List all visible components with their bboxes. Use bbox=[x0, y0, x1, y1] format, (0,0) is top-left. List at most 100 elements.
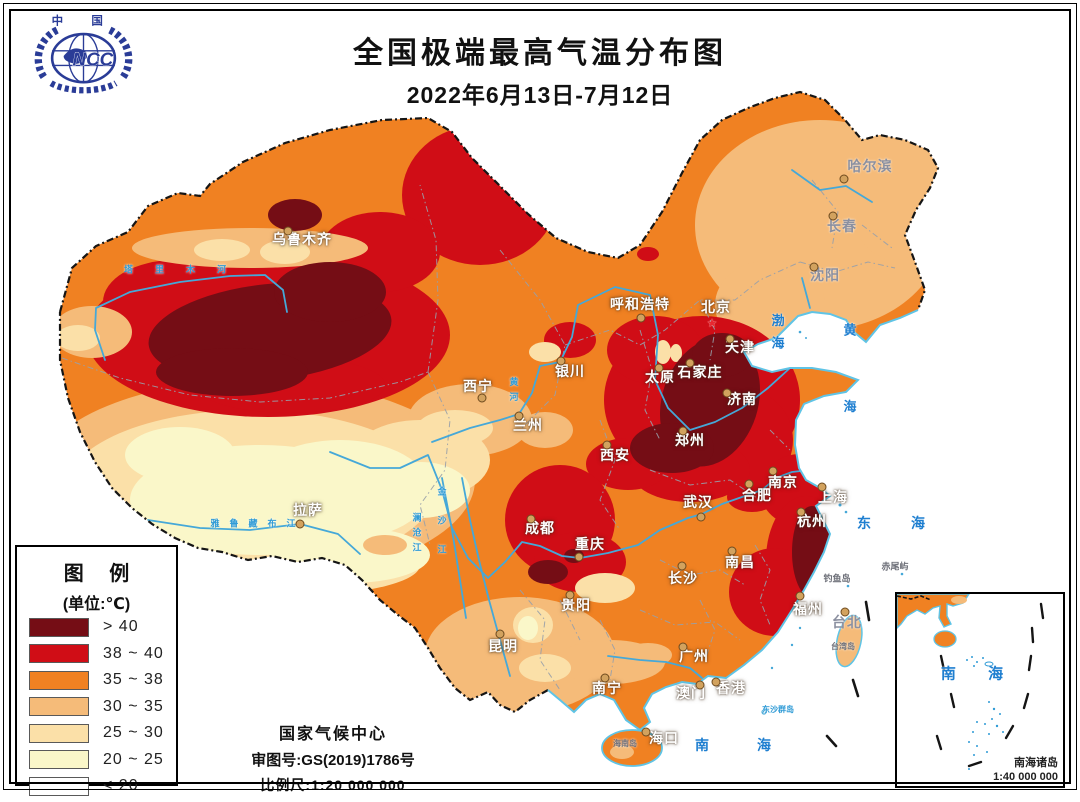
footer: 国家气候中心 审图号:GS(2019)1786号 比例尺:1:20 000 00… bbox=[218, 720, 448, 795]
city-marker bbox=[696, 512, 706, 522]
legend-label: 20 ~ 25 bbox=[103, 750, 164, 768]
city-label: 福州 bbox=[793, 603, 823, 618]
city-label: 郑州 bbox=[675, 434, 705, 449]
river-label: 澜沧江 bbox=[411, 512, 422, 558]
national-border-north bbox=[58, 90, 940, 313]
legend-swatch bbox=[29, 644, 89, 664]
city-label: 成都 bbox=[525, 522, 555, 537]
ncc-logo: 中 国 NCC bbox=[34, 14, 133, 94]
city-label: 香港 bbox=[716, 682, 746, 697]
city-label: 海口 bbox=[649, 732, 679, 747]
city-marker bbox=[677, 561, 687, 571]
city-marker bbox=[556, 356, 566, 366]
city-label: 沈阳 bbox=[810, 269, 840, 284]
city-label: 乌鲁木齐 bbox=[272, 233, 332, 248]
city-marker bbox=[711, 677, 721, 687]
city-label: 西安 bbox=[600, 449, 630, 464]
city-label: 太原 bbox=[645, 371, 675, 386]
laurel-bottom-icon bbox=[49, 80, 118, 94]
city-label: 重庆 bbox=[575, 538, 605, 553]
city-label: 西宁 bbox=[463, 380, 493, 395]
legend-label: 25 ~ 30 bbox=[103, 724, 164, 742]
city-marker bbox=[744, 479, 754, 489]
city-label: 南宁 bbox=[592, 682, 622, 697]
city-marker bbox=[839, 174, 849, 184]
city-marker bbox=[477, 393, 487, 403]
city-marker bbox=[574, 552, 584, 562]
island-label: 钓鱼岛 bbox=[823, 573, 851, 584]
city-label: 济南 bbox=[727, 393, 757, 408]
sea-label: 东 海 bbox=[857, 515, 943, 531]
approval-number: 审图号:GS(2019)1786号 bbox=[251, 752, 415, 769]
legend: 图 例 (单位:℃) > 40 38 ~ 40 35 ~ 38 30 ~ 35 25 ~… bbox=[15, 545, 178, 796]
island-label: 海南岛 bbox=[613, 739, 637, 748]
city-marker bbox=[654, 363, 664, 373]
inset-map bbox=[896, 593, 1045, 770]
city-marker bbox=[295, 519, 305, 529]
capital-star-icon: ★ bbox=[706, 316, 718, 330]
city-marker bbox=[685, 358, 695, 368]
city-marker bbox=[795, 591, 805, 601]
city-label: 兰州 bbox=[513, 419, 543, 434]
legend-label: 35 ~ 38 bbox=[103, 671, 164, 689]
island-label: 台湾岛 bbox=[831, 642, 855, 651]
river-label: 黄河 bbox=[508, 377, 519, 407]
agency-name: 国家气候中心 bbox=[278, 726, 387, 743]
inset-hainan bbox=[933, 630, 957, 648]
city-label: 天津 bbox=[725, 341, 755, 356]
legend-swatch bbox=[29, 723, 89, 743]
inset-dash-line bbox=[935, 602, 1045, 768]
city-marker bbox=[641, 727, 651, 737]
city-marker bbox=[725, 334, 735, 344]
legend-swatch bbox=[29, 670, 89, 690]
city-label: 哈尔滨 bbox=[847, 160, 893, 175]
logo-top-text: 中 国 bbox=[52, 14, 116, 28]
legend-label: > 40 bbox=[103, 618, 139, 636]
city-label: 北京 bbox=[701, 301, 731, 316]
legend-label: < 20 bbox=[103, 777, 139, 795]
city-marker bbox=[514, 411, 524, 421]
city-marker bbox=[495, 629, 505, 639]
legend-title: 图 例 bbox=[63, 563, 140, 585]
inset-sea-label: 南 海 bbox=[940, 665, 1018, 683]
legend-swatch bbox=[29, 750, 89, 770]
hainan-island bbox=[601, 729, 663, 767]
legend-swatch bbox=[29, 776, 89, 796]
river-label: 塔里木河 bbox=[123, 264, 249, 275]
logo-acronym: NCC bbox=[73, 48, 114, 69]
dash-line-segments bbox=[825, 600, 871, 748]
city-label: 南昌 bbox=[725, 556, 755, 571]
inset-coast bbox=[896, 593, 971, 630]
city-marker bbox=[817, 482, 827, 492]
coastline bbox=[547, 309, 919, 732]
city-label: 石家庄 bbox=[677, 366, 723, 381]
sea-label: 黄 海 bbox=[841, 323, 857, 443]
city-label: 银川 bbox=[555, 365, 585, 380]
legend-swatch bbox=[29, 697, 89, 717]
city-label: 长春 bbox=[827, 220, 857, 235]
national-border-south bbox=[58, 312, 549, 714]
page-title: 全国极端最高气温分布图 bbox=[353, 37, 727, 70]
city-label: 南京 bbox=[768, 476, 798, 491]
river-label: 金沙江 bbox=[436, 486, 447, 574]
city-label: 昆明 bbox=[488, 640, 518, 655]
page-subtitle: 2022年6月13日-7月12日 bbox=[406, 82, 674, 108]
city-label: 呼和浩特 bbox=[610, 298, 670, 313]
legend-label: 30 ~ 35 bbox=[103, 697, 164, 715]
city-marker bbox=[636, 313, 646, 323]
river-label: 雅鲁藏布江 bbox=[210, 518, 306, 529]
city-marker bbox=[565, 590, 575, 600]
city-label: 贵阳 bbox=[561, 599, 591, 614]
city-marker bbox=[809, 262, 819, 272]
inset-islands bbox=[966, 656, 1004, 770]
city-marker bbox=[722, 388, 732, 398]
sea-label: 南 海 bbox=[695, 737, 793, 753]
city-label: 杭州 bbox=[797, 515, 827, 530]
island-label: 东沙群岛 bbox=[762, 705, 794, 714]
city-marker bbox=[828, 211, 838, 221]
city-marker bbox=[695, 680, 705, 690]
